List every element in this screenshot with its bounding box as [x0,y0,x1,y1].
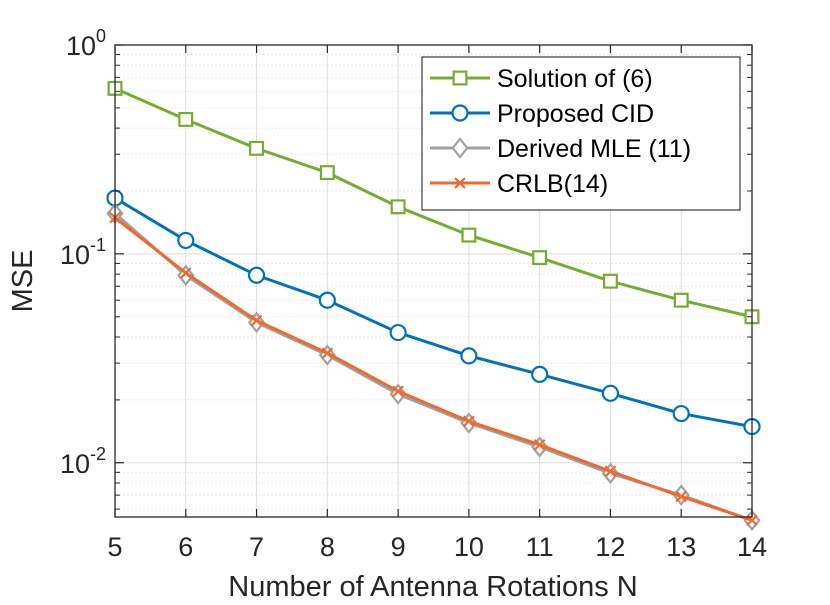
legend-label: Derived MLE (11) [497,135,691,163]
axis-ticks [114,44,753,517]
y-tick-label: 10-1 [60,235,106,270]
legend-marker [451,104,469,122]
data-point [250,314,263,327]
data-point [601,384,620,402]
legend-label: CRLB(14) [497,170,608,198]
x-tick-label: 5 [107,532,122,562]
y-axis-label: MSE [7,250,39,313]
data-point [392,385,404,398]
data-point [602,273,618,289]
y-tick-labels: 100 10-1 10-2 [60,26,106,479]
legend-entry: Derived MLE (11) [430,135,691,163]
series-solution-of-6 [107,80,760,325]
x-tick-label: 11 [526,532,554,562]
series-layer [106,80,761,532]
x-tick-label: 10 [454,532,484,562]
y-tick-label: 100 [66,26,106,61]
data-point [463,415,475,428]
x-tick-label: 6 [178,532,193,562]
x-tick-label: 9 [391,532,406,562]
x-tick-label: 14 [737,532,767,562]
data-point [604,465,617,478]
data-point [177,231,195,250]
data-point [675,490,687,503]
y-tick-label: 10-2 [60,444,106,479]
series-line [114,86,753,319]
x-tick-label: 8 [320,532,335,562]
legend-entry: Solution of (6) [430,65,653,93]
legend-label: Proposed CID [497,100,654,128]
legend: Solution of (6) Proposed CID Derived MLE (… [421,56,741,211]
legend-marker [454,177,466,189]
data-point [180,267,192,279]
data-point [460,347,478,365]
data-point [318,291,336,309]
legend-marker [451,137,469,159]
x-tick-label: 12 [595,532,625,562]
legend-box [421,56,741,211]
legend-entry: CRLB(14) [430,170,608,198]
data-point [673,292,689,308]
legend-label: Solution of (6) [497,65,653,93]
data-point [247,266,266,284]
x-tick-labels: 5 6 7 8 9 10 11 12 13 14 [107,532,767,562]
data-point [461,227,477,243]
data-point [672,404,690,423]
data-point [390,199,406,215]
x-tick-label: 7 [249,532,264,562]
data-point [532,250,548,266]
legend-entry: Proposed CID [430,100,654,128]
data-point [389,323,407,342]
data-point [319,165,335,181]
series-line [114,216,753,522]
data-point [531,365,549,383]
series-line [114,196,753,429]
data-point [321,347,334,359]
plot-frame [114,44,753,518]
data-point [533,438,546,451]
legend-marker [452,70,468,86]
data-point [249,140,265,156]
x-tick-label: 13 [666,532,696,562]
data-point [178,112,194,127]
series-crlb-14 [109,211,758,527]
x-axis-label: Number of Antenna Rotations N [228,571,637,603]
